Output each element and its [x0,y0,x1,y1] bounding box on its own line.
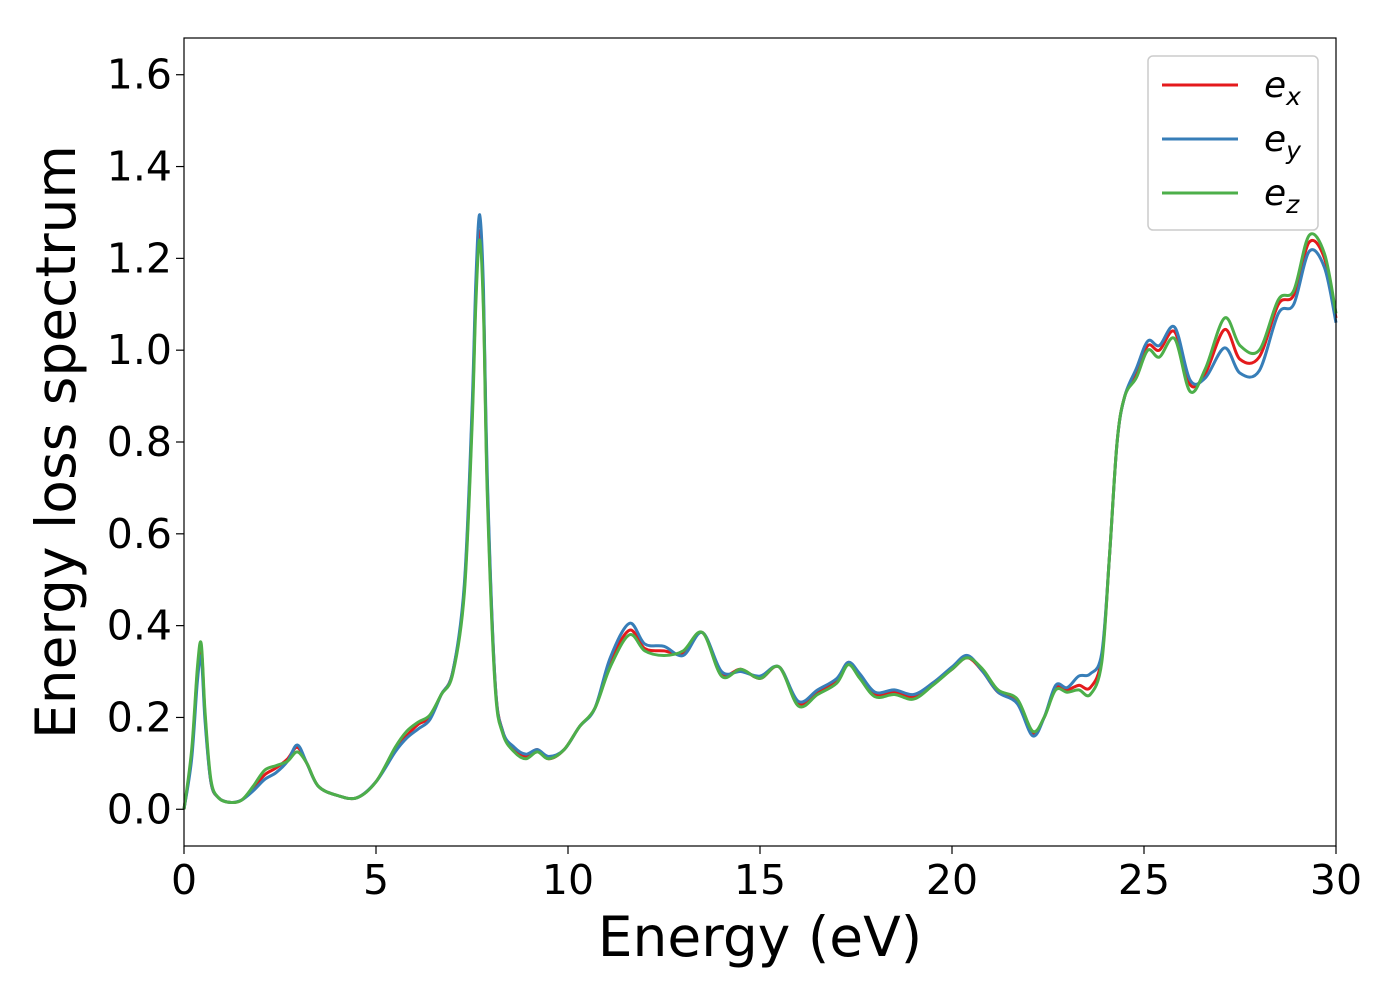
y-tick-label: 1.2 [107,234,172,282]
y-tick-label: 0.4 [107,602,172,650]
y-axis: 0.0 0.2 0.4 0.6 0.8 1.0 1.2 1.4 1.6 [107,51,184,833]
x-tick-label: 30 [1310,856,1362,904]
x-tick-label: 25 [1118,856,1170,904]
y-axis-title: Energy loss spectrum [24,145,88,739]
series-layer [182,213,1338,810]
y-tick-label: 1.4 [107,143,172,191]
y-tick-label: 1.6 [107,51,172,99]
x-tick-label: 15 [734,856,786,904]
x-tick-label: 10 [542,856,594,904]
x-tick-label: 5 [363,856,389,904]
x-axis-title: Energy (eV) [598,905,922,969]
x-tick-label: 20 [926,856,978,904]
legend-label-ex: ex [1264,65,1301,111]
y-tick-label: 0.2 [107,693,172,741]
legend-label-ez: ez [1264,173,1300,219]
legend-label-ey: ey [1264,119,1302,165]
legend: ex ey ez [1147,55,1319,231]
x-axis: 0 5 10 15 20 25 30 [171,846,1362,904]
y-tick-label: 0.6 [107,510,172,558]
legend-box [1147,55,1319,231]
y-tick-label: 1.0 [107,326,172,374]
series-line-ez [182,232,1338,810]
x-tick-label: 0 [171,856,197,904]
y-tick-label: 0.8 [107,418,172,466]
y-tick-label: 0.0 [107,785,172,833]
